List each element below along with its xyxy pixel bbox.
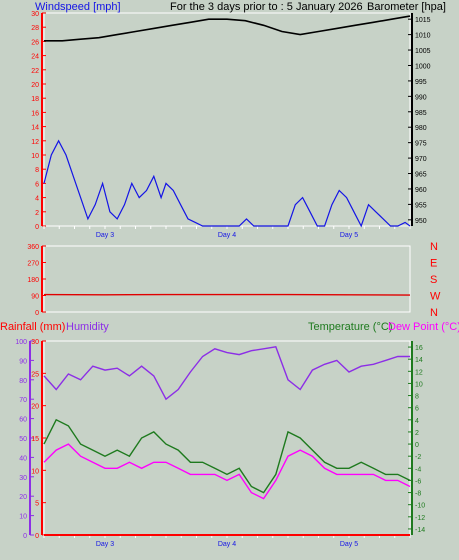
rainfall-axis-title: Rainfall (mm) [0,321,65,333]
temperature-axis-tick-label: 8 [415,394,419,401]
temperature-axis-title: Temperature (°C) [308,321,392,333]
barometer-series [44,15,411,42]
barometer-axis-tick-label: 990 [415,94,427,101]
dewpoint-axis-title: Dew Point (°C) [388,321,459,333]
windspeed-axis-tick-label: 0 [35,224,39,231]
wind-x-tick-label: Day 5 [340,232,358,239]
windspeed-axis-tick-label: 10 [31,153,39,160]
rain-axis-tick-label: 15 [31,436,39,443]
barometer-axis-tick-label: 995 [415,79,427,86]
humidity-axis-tick-label: 30 [19,475,27,482]
bottom-x-tick-label: Day 4 [218,541,236,548]
windspeed-axis-title: Windspeed [mph] [35,1,121,13]
temperature-axis-tick-label: 12 [415,369,423,376]
temperature-axis-tick-label: 2 [415,430,419,437]
direction-axis-tick-label: 90 [31,294,39,301]
temperature-series [43,418,411,494]
barometer-axis-tick-label: 950 [415,218,427,225]
windspeed-axis-tick-label: 8 [35,167,39,174]
humidity-axis-tick-label: 80 [19,378,27,385]
compass-label: S [430,274,437,286]
barometer-axis-tick-label: 1015 [415,17,431,24]
dewpoint-series [43,443,411,500]
direction-axis-tick-label: 0 [35,310,39,317]
rain-axis-tick-label: 20 [31,404,39,411]
humidity-axis-tick-label: 20 [19,494,27,501]
humidity-axis-title: Humidity [66,321,109,333]
compass-label: N [430,307,438,319]
barometer-axis-tick-label: 1005 [415,48,431,55]
windspeed-axis-tick-label: 22 [31,68,39,75]
humidity-series [43,346,410,401]
windspeed-axis-tick-label: 16 [31,110,39,117]
temperature-axis-tick-label: -4 [415,466,421,473]
barometer-axis-tick-label: 965 [415,172,427,179]
barometer-axis-tick-label: 1010 [415,33,431,40]
windspeed-axis-tick-label: 24 [31,54,39,61]
direction-axis-tick-label: 180 [27,277,39,284]
windspeed-axis-tick-label: 26 [31,39,39,46]
bottom-x-tick-label: Day 5 [340,541,358,548]
compass-label: E [430,258,437,270]
direction-axis-tick-label: 270 [27,261,39,268]
humidity-axis-tick-label: 60 [19,417,27,424]
windspeed-axis-tick-label: 30 [31,11,39,18]
windspeed-axis-tick-label: 18 [31,96,39,103]
rain-axis-tick-label: 0 [35,533,39,540]
windspeed-axis-tick-label: 2 [35,210,39,217]
temperature-axis-tick-label: 14 [415,357,423,364]
barometer-axis-tick-label: 985 [415,110,427,117]
humidity-axis-tick-label: 50 [19,436,27,443]
temperature-axis-tick-label: 16 [415,345,423,352]
temperature-axis-tick-label: -10 [415,503,425,510]
humidity-axis-tick-label: 40 [19,455,27,462]
chart-title: For the 3 days prior to : 5 January 2026 [170,1,363,13]
windspeed-axis-tick-label: 6 [35,181,39,188]
temperature-axis-tick-label: -12 [415,515,425,522]
barometer-axis-title: Barometer [hpa] [367,1,446,13]
windspeed-axis-tick-label: 20 [31,82,39,89]
temperature-axis-tick-label: 6 [415,406,419,413]
rain-axis-tick-label: 25 [31,371,39,378]
temperature-axis-tick-label: 4 [415,418,419,425]
humidity-axis-tick-label: 90 [19,358,27,365]
barometer-axis-tick-label: 960 [415,187,427,194]
temperature-axis-tick-label: 0 [415,442,419,449]
rain-axis-tick-label: 5 [35,501,39,508]
windspeed-axis-tick-label: 14 [31,125,39,132]
direction-series [43,293,411,296]
rain-axis-tick-label: 30 [31,339,39,346]
temperature-axis-tick-label: -6 [415,478,421,485]
humidity-axis-tick-label: 70 [19,397,27,404]
temperature-axis-tick-label: 10 [415,381,423,388]
barometer-axis-tick-label: 955 [415,202,427,209]
compass-label: W [430,291,441,303]
temperature-axis-tick-label: -8 [415,491,421,498]
humidity-axis-tick-label: 100 [15,339,27,346]
barometer-axis-tick-label: 970 [415,156,427,163]
barometer-axis-tick-label: 980 [415,125,427,132]
humidity-axis-tick-label: 10 [19,514,27,521]
barometer-axis-tick-label: 1000 [415,63,431,70]
windspeed-axis-tick-label: 28 [31,25,39,32]
wind-x-tick-label: Day 3 [96,232,114,239]
windspeed-series [43,139,411,228]
direction-axis-tick-label: 360 [27,244,39,251]
bottom-x-tick-label: Day 3 [96,541,114,548]
windspeed-axis-tick-label: 4 [35,196,39,203]
series-layer [43,15,411,536]
barometer-axis-tick-label: 975 [415,141,427,148]
wind-x-tick-label: Day 4 [218,232,236,239]
temperature-axis-tick-label: -14 [415,527,425,534]
compass-label: N [430,241,438,253]
temperature-axis-tick-label: -2 [415,454,421,461]
humidity-axis-tick-label: 0 [23,533,27,540]
rain-axis-tick-label: 10 [31,468,39,475]
windspeed-axis-tick-label: 12 [31,139,39,146]
